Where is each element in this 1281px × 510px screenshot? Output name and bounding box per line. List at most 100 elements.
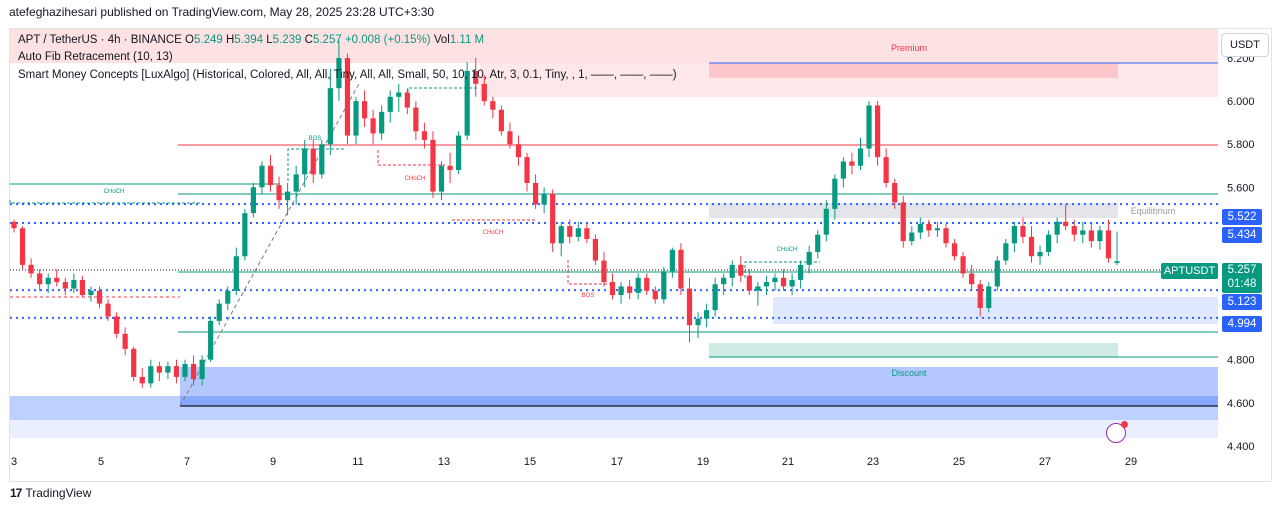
choch-label-4: CHoCH: [777, 247, 798, 253]
candle: [37, 269, 43, 291]
legend-o-label: O: [185, 34, 194, 46]
candle-body: [575, 228, 581, 237]
candle-body: [866, 105, 872, 149]
candle-body: [917, 223, 923, 233]
candle-body: [712, 284, 718, 311]
candle: [1063, 204, 1069, 231]
candle-body: [686, 288, 693, 326]
candle: [703, 303, 710, 328]
x-tick-label: 21: [782, 456, 794, 468]
candle: [182, 359, 188, 382]
candle: [336, 40, 342, 102]
candle-body: [515, 144, 522, 158]
candle-body: [951, 243, 958, 257]
y-tick-label: 6.000: [1227, 96, 1255, 108]
candle-body: [584, 228, 590, 239]
candle: [934, 221, 941, 237]
candlestick-chart[interactable]: 6.2006.0005.8005.6005.4004.8004.6004.400…: [0, 28, 1281, 482]
candle-body: [1037, 251, 1043, 257]
legend-low: 5.239: [272, 34, 302, 46]
candle-body: [19, 228, 26, 265]
y-tick-label: 4.800: [1227, 355, 1255, 367]
smc-lines: [9, 62, 1218, 407]
candle: [926, 219, 932, 237]
lightning-alert-icon[interactable]: [1106, 421, 1128, 443]
candle-body: [216, 303, 222, 321]
candle-body: [379, 111, 385, 134]
candle-body: [182, 363, 188, 377]
candle: [567, 219, 573, 244]
candle: [883, 148, 889, 188]
y-tick-label: 4.600: [1227, 398, 1255, 410]
candle: [815, 230, 821, 259]
candle-body: [336, 58, 342, 89]
x-tick-label: 11: [352, 456, 363, 468]
x-tick-label: 19: [697, 456, 709, 468]
candle-body: [413, 107, 419, 132]
candle: [892, 178, 898, 209]
candle: [994, 256, 1000, 291]
candle-body: [832, 178, 838, 209]
candle-body: [310, 148, 316, 175]
y-tick-label: 5.800: [1227, 139, 1255, 151]
candle: [669, 247, 675, 278]
candle-body: [934, 228, 941, 231]
candle-body: [806, 251, 812, 265]
candle: [1028, 226, 1035, 263]
candle-body: [490, 101, 496, 110]
candle-body: [122, 333, 128, 349]
candle: [293, 165, 299, 205]
x-tick-label: 23: [867, 456, 879, 468]
candle-body: [267, 165, 274, 186]
candle-body: [259, 165, 265, 188]
candle-body: [840, 161, 846, 179]
last-price-tag: 5.257 01:48: [1222, 263, 1262, 293]
candle: [242, 208, 248, 261]
premium-zone: [10, 29, 1218, 63]
y-tick-label: 4.400: [1227, 441, 1255, 453]
candle: [618, 282, 624, 304]
publish-header: atefeghazihesari published on TradingVie…: [9, 5, 435, 19]
candle-body: [652, 290, 658, 300]
candle: [225, 286, 231, 311]
candle-body: [148, 366, 154, 384]
candle: [1114, 231, 1120, 266]
legend-smc[interactable]: Smart Money Concepts [LuxAlgo] (Historic…: [18, 69, 677, 81]
candle-body: [353, 101, 359, 136]
candle: [532, 174, 539, 209]
level-tag-4: 4.994: [1222, 316, 1262, 332]
candle-body: [11, 221, 17, 229]
candle-body: [1105, 230, 1112, 259]
candle-body: [721, 277, 727, 285]
premium-zone-2: [480, 63, 1218, 97]
currency-button[interactable]: USDT: [1221, 33, 1269, 57]
bar-countdown: 01:48: [1227, 278, 1257, 290]
candle-body: [815, 234, 821, 252]
candle: [969, 264, 975, 291]
legend-fib[interactable]: Auto Fib Retracement (10, 13): [18, 51, 173, 63]
candle-body: [669, 249, 675, 272]
bos-bracket-red: [567, 260, 610, 285]
candle: [1071, 219, 1077, 242]
candle-body: [567, 226, 573, 237]
legend-volume: 1.11 M: [449, 34, 485, 46]
candle-body: [1020, 226, 1026, 237]
candle: [789, 273, 795, 296]
candle-body: [798, 264, 804, 280]
candle: [430, 131, 436, 199]
candle-body: [302, 148, 308, 175]
legend-open: 5.249: [193, 34, 223, 46]
candle-body: [438, 165, 445, 192]
x-tick-label: 13: [438, 456, 450, 468]
level-tag-1: 5.522: [1222, 209, 1262, 225]
candle: [438, 161, 445, 201]
bos-bracket: [287, 148, 346, 181]
candle-body: [225, 290, 231, 304]
candle: [977, 279, 983, 317]
candle: [233, 247, 239, 296]
candle: [259, 161, 265, 194]
candle: [481, 75, 487, 106]
x-tick-label: 17: [611, 456, 623, 468]
candle: [1020, 217, 1026, 244]
candle-body: [532, 182, 539, 205]
